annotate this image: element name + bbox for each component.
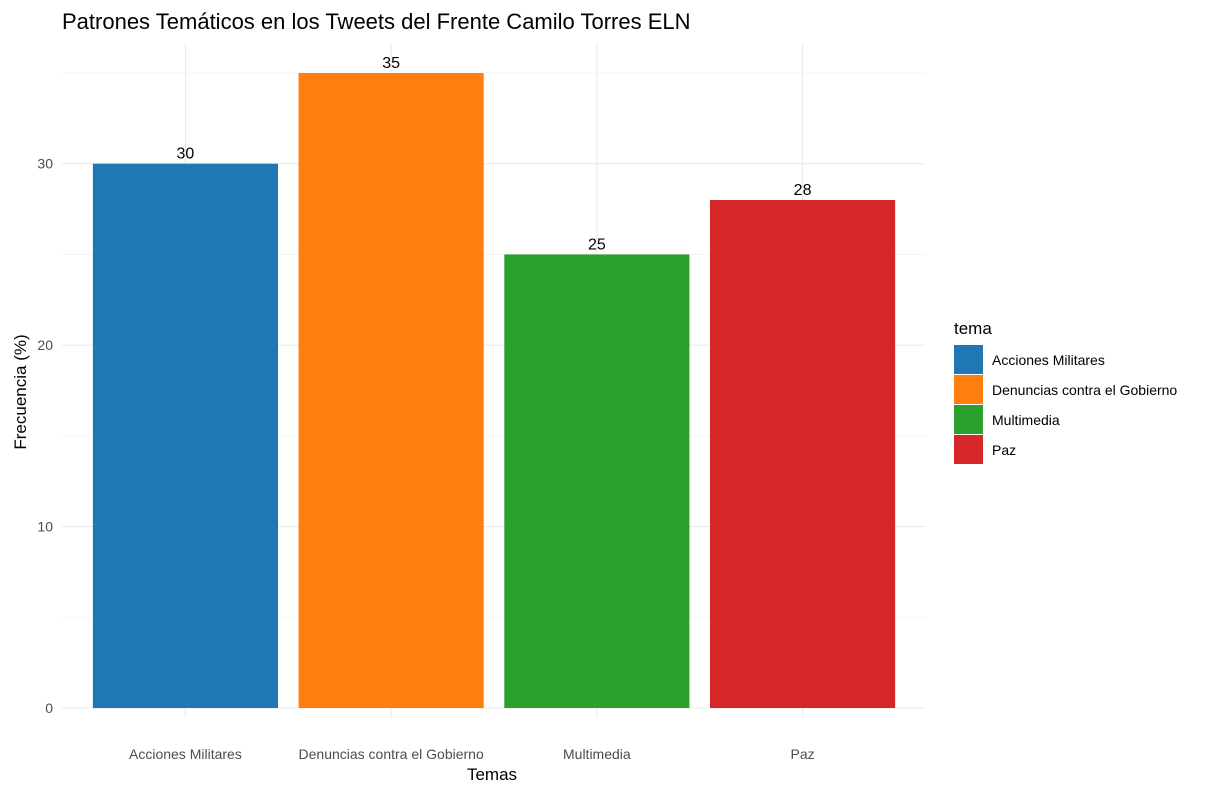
legend-swatch <box>954 375 983 404</box>
legend: tema Acciones Militares Denuncias contra … <box>954 319 1177 464</box>
x-tick-label: Paz <box>791 746 815 762</box>
legend-label: Multimedia <box>992 412 1060 428</box>
legend-swatch <box>954 345 983 374</box>
bar-value-label: 35 <box>382 55 400 72</box>
legend-swatch <box>954 435 983 464</box>
x-tick-label: Acciones Militares <box>129 746 242 762</box>
bar <box>504 254 690 708</box>
y-tick-label: 20 <box>37 337 53 353</box>
x-axis-ticks: Acciones Militares Denuncias contra el Go… <box>129 746 815 762</box>
bar <box>298 73 484 708</box>
legend-label: Acciones Militares <box>992 352 1105 368</box>
legend-label: Denuncias contra el Gobierno <box>992 382 1177 398</box>
y-tick-label: 10 <box>37 519 53 535</box>
bars <box>92 73 896 708</box>
bar-value-label: 28 <box>794 182 812 199</box>
x-tick-label: Multimedia <box>563 746 631 762</box>
legend-swatch <box>954 405 983 434</box>
y-tick-label: 0 <box>45 700 53 716</box>
bar-value-label: 25 <box>588 236 606 253</box>
bar <box>92 163 278 708</box>
legend-label: Paz <box>992 442 1016 458</box>
x-axis-title: Temas <box>467 765 517 784</box>
bar <box>710 200 896 708</box>
y-axis-title: Frecuencia (%) <box>11 334 30 449</box>
bar-value-label: 30 <box>177 146 195 163</box>
bar-labels: 30 35 25 28 <box>177 55 812 253</box>
chart-title: Patrones Temáticos en los Tweets del Fre… <box>62 9 691 34</box>
y-axis-ticks: 0 10 20 30 <box>37 156 53 716</box>
y-tick-label: 30 <box>37 156 53 172</box>
x-tick-label: Denuncias contra el Gobierno <box>299 746 484 762</box>
legend-title: tema <box>954 319 992 338</box>
